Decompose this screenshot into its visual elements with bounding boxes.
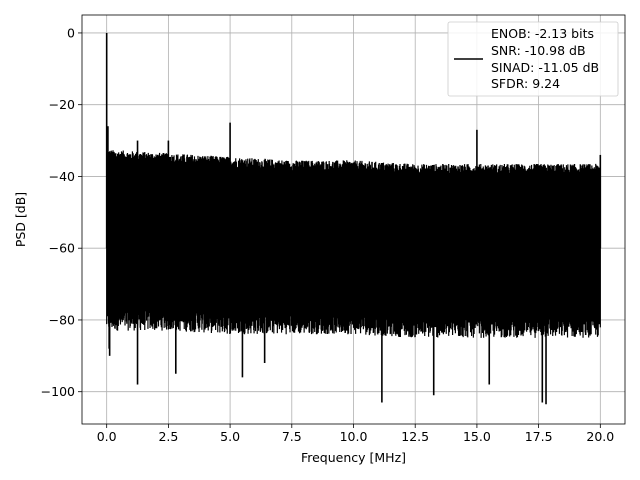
x-tick-label: 5.0 <box>220 429 240 444</box>
y-tick-label: −40 <box>49 169 75 184</box>
y-tick-label: −80 <box>49 312 75 327</box>
psd-series <box>105 32 602 405</box>
y-tick-label: 0 <box>67 25 75 40</box>
legend: ENOB: -2.13 bits SNR: -10.98 dB SINAD: -… <box>447 21 619 97</box>
y-tick-label: −20 <box>49 97 75 112</box>
legend-sfdr: SFDR: 9.24 <box>491 76 560 91</box>
y-tick-label: −100 <box>41 384 75 399</box>
legend-snr: SNR: -10.98 dB <box>491 43 586 58</box>
x-tick-label: 17.5 <box>525 429 553 444</box>
x-tick-label: 0.0 <box>97 429 117 444</box>
x-axis-label: Frequency [MHz] <box>301 450 406 465</box>
legend-box <box>447 21 619 97</box>
x-tick-label: 15.0 <box>463 429 491 444</box>
y-tick-label: −60 <box>49 241 75 256</box>
x-tick-label: 2.5 <box>158 429 178 444</box>
x-tick-label: 10.0 <box>340 429 368 444</box>
y-axis-ticks: 0 −20 −40 −60 −80 −100 <box>41 25 82 399</box>
legend-enob: ENOB: -2.13 bits <box>491 26 594 41</box>
x-tick-label: 7.5 <box>282 429 302 444</box>
legend-sinad: SINAD: -11.05 dB <box>491 60 599 75</box>
x-axis-ticks: 0.0 2.5 5.0 7.5 10.0 12.5 15.0 17.5 20.0 <box>97 424 614 444</box>
y-axis-label: PSD [dB] <box>13 192 28 247</box>
x-tick-label: 12.5 <box>401 429 429 444</box>
noise-floor-trace <box>106 150 601 338</box>
x-tick-label: 20.0 <box>586 429 614 444</box>
